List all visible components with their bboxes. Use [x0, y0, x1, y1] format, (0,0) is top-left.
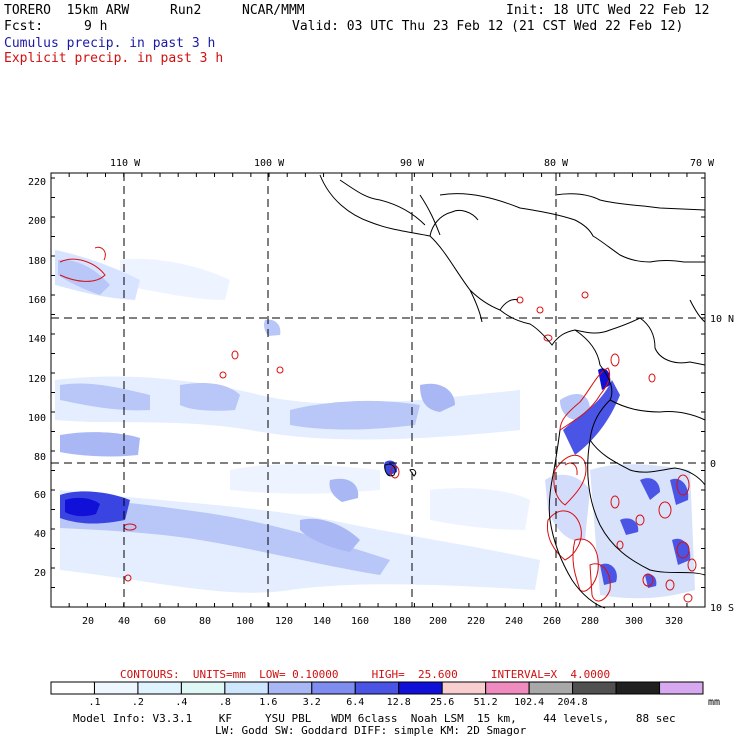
colorbar-swatch: [180, 681, 226, 695]
x-grid-label: 60: [154, 616, 166, 627]
x-grid-label: 160: [351, 616, 369, 627]
colorbar-label: 3.2: [303, 697, 321, 708]
colorbar-label: 1.6: [259, 697, 277, 708]
explicit-precip-contours: [59, 246, 697, 603]
colorbar-swatch: [441, 681, 487, 695]
legend-explicit: Explicit precip. in past 3 h: [4, 51, 224, 66]
y-grid-labels: 220 200 180 160 140 120 100 80 60 40 20: [28, 177, 46, 579]
x-grid-label: 140: [313, 616, 331, 627]
colorbar-swatch: [659, 681, 704, 695]
colorbar-label: 12.8: [387, 697, 411, 708]
colorbar-swatch: [528, 681, 574, 695]
x-grid-label: 120: [275, 616, 293, 627]
colorbar-label: .2: [132, 697, 144, 708]
colorbar-label: .4: [175, 697, 187, 708]
y-grid-label: 40: [34, 529, 46, 540]
colorbar-swatch: [267, 681, 313, 695]
y-grid-label: 200: [28, 216, 46, 227]
lat-labels: 10 N 0 10 S: [710, 314, 734, 614]
y-grid-label: 100: [28, 413, 46, 424]
colorbar-swatch: [50, 681, 95, 695]
init-time: Init: 18 UTC Wed 22 Feb 12: [506, 3, 710, 18]
x-grid-label: 20: [82, 616, 94, 627]
colorbar-swatch: [398, 681, 443, 695]
y-grid-label: 120: [28, 374, 46, 385]
colorbar-label: .1: [88, 697, 100, 708]
x-grid-label: 320: [665, 616, 683, 627]
colorbar: .1 .2 .4 .8 1.6 3.2 6.4 12.8 25.6 51.2 102.4 204.8: [50, 681, 704, 708]
x-grid-labels: 20 40 60 80 100 120 140 160 180 200 220 …: [82, 616, 683, 627]
y-grid-label: 180: [28, 256, 46, 267]
x-grid-label: 40: [118, 616, 130, 627]
lat-label: 10 S: [710, 603, 734, 614]
x-grid-label: 280: [581, 616, 599, 627]
x-grid-label: 260: [543, 616, 561, 627]
axis-ticks: [50, 173, 705, 608]
colorbar-swatch: [224, 681, 269, 695]
y-grid-label: 140: [28, 334, 46, 345]
colorbar-label: 51.2: [474, 697, 498, 708]
lat-label: 0: [710, 459, 716, 470]
x-grid-label: 180: [393, 616, 411, 627]
x-grid-label: 100: [236, 616, 254, 627]
lon-label: 100 W: [254, 158, 285, 169]
colorbar-swatch: [572, 681, 617, 695]
x-grid-label: 220: [467, 616, 485, 627]
model-title: TORERO 15km ARW: [4, 3, 130, 18]
precip-shading: [55, 250, 695, 599]
colorbar-swatch: [137, 681, 182, 695]
legend-cumulus: Cumulus precip. in past 3 h: [4, 36, 216, 51]
colorbar-label: .8: [219, 697, 231, 708]
lat-label: 10 N: [710, 314, 734, 325]
x-grid-label: 300: [625, 616, 643, 627]
org-label: NCAR/MMM: [242, 3, 305, 18]
colorbar-label: 102.4: [514, 697, 544, 708]
physics-info: LW: Godd SW: Goddard DIFF: simple KM: 2D…: [215, 724, 527, 737]
y-grid-label: 220: [28, 177, 46, 188]
graticule: [51, 173, 705, 607]
x-grid-label: 80: [199, 616, 211, 627]
run-label: Run2: [170, 3, 202, 18]
x-grid-label: 200: [429, 616, 447, 627]
y-grid-label: 60: [34, 490, 46, 501]
colorbar-swatch: [615, 681, 661, 695]
colorbar-swatch: [354, 681, 400, 695]
colorbar-label: 6.4: [346, 697, 364, 708]
x-grid-label: 240: [505, 616, 523, 627]
colorbar-swatch: [93, 681, 139, 695]
y-grid-label: 20: [34, 568, 46, 579]
forecast-hours: 9 h: [84, 19, 108, 34]
colorbar-unit: mm: [708, 697, 720, 708]
valid-time: Valid: 03 UTC Thu 23 Feb 12 (21 CST Wed …: [292, 19, 684, 34]
coastlines: [319, 174, 706, 609]
lon-label: 80 W: [544, 158, 569, 169]
lon-label: 70 W: [690, 158, 715, 169]
lon-label: 110 W: [110, 158, 141, 169]
y-grid-label: 80: [34, 452, 46, 463]
model-info: Model Info: V3.3.1 KF YSU PBL WDM 6class…: [73, 712, 676, 725]
lon-labels: 110 W 100 W 90 W 80 W 70 W: [110, 158, 715, 169]
lon-label: 90 W: [400, 158, 425, 169]
colorbar-swatch: [311, 681, 356, 695]
contour-info: CONTOURS: UNITS=mm LOW= 0.10000 HIGH= 25…: [120, 668, 611, 681]
colorbar-label: 25.6: [430, 697, 454, 708]
y-grid-label: 160: [28, 295, 46, 306]
colorbar-swatch: [485, 681, 530, 695]
colorbar-label: 204.8: [558, 697, 588, 708]
forecast-label: Fcst:: [4, 19, 44, 34]
